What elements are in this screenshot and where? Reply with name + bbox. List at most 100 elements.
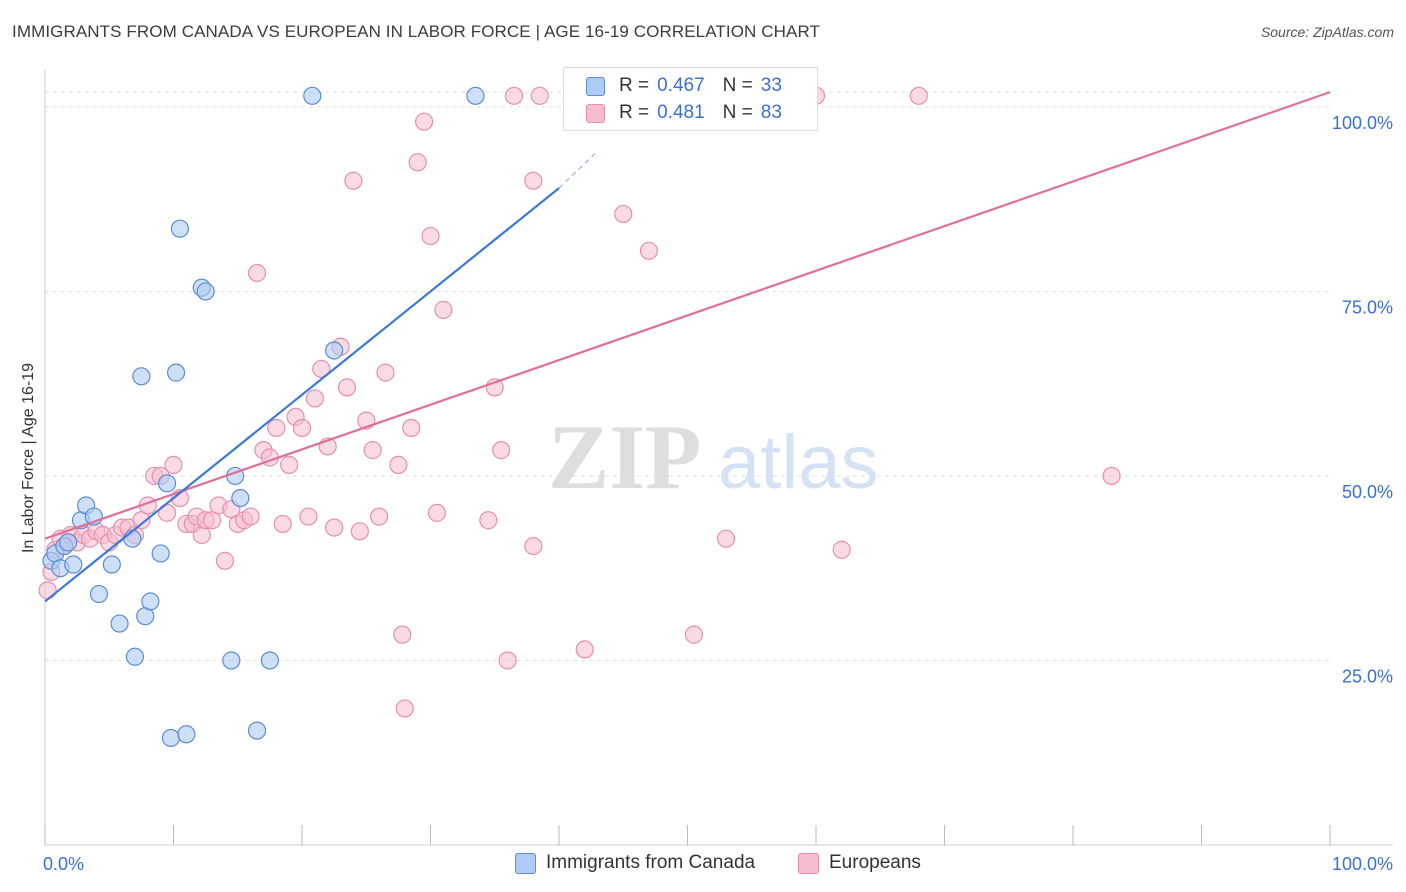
european-point [376,363,395,382]
watermark-atlas: atlas [718,420,879,505]
european-point [479,511,498,530]
x-tick-label: 0.0% [43,854,84,874]
european-point [504,86,524,105]
european-point [241,507,260,526]
y-tick-label: 75.0% [1342,297,1393,317]
european-point [312,359,331,379]
y-tick-label: 25.0% [1342,666,1393,686]
canada-point [123,529,142,548]
european-point [389,455,408,474]
legend-n-value: 83 [760,102,782,123]
canada-point [222,651,241,670]
european-point [684,625,704,644]
european-point [273,514,292,534]
canada-point [177,725,196,744]
european-point [575,640,594,659]
european-point [393,625,412,644]
europeans-swatch [586,103,605,123]
europeans-legend-swatch [798,852,819,874]
europeans-trend-line [44,91,1331,540]
european-point [498,651,517,670]
european-point [215,551,234,570]
legend-row-europeans: R = 0.481 N = 83 [586,100,782,126]
european-point [395,699,414,718]
legend-r-value: 0.467 [657,75,705,96]
canada-swatch [586,76,605,96]
axis-layer: 0.0% 100.0% [43,70,1393,874]
european-point [292,418,312,438]
european-point [350,522,369,541]
european-point [370,507,389,526]
canada-point [141,592,160,611]
european-point [530,86,549,105]
legend-r-label: R = [619,102,650,123]
y-tick-label: 100.0% [1332,113,1393,133]
canada-point [64,555,83,574]
canada-point [151,544,170,563]
european-point [524,171,543,190]
bottom-legend-canada: Immigrants from Canada [515,852,755,874]
legend-row-canada: R = 0.467 N = 33 [586,73,782,99]
europeans-legend-label: Europeans [829,852,921,873]
european-point [639,241,659,260]
canada-point [110,614,129,633]
canada-point [166,363,186,382]
canada-point [132,367,151,386]
y-axis-title: In Labor Force | Age 16-19 [20,363,37,553]
european-point [421,226,440,246]
canada-trend-extension [558,150,599,189]
canada-point [59,533,78,552]
european-point [344,171,363,190]
watermark: ZIP atlas [548,406,879,508]
canada-point [161,728,181,748]
legend-n-label: N = [722,75,753,96]
european-point [832,540,851,559]
watermark-zip: ZIP [548,406,701,508]
y-tick-label: 50.0% [1342,482,1393,502]
european-point [363,441,382,460]
legend-n-value: 33 [760,75,782,96]
legend-r-label: R = [619,75,650,96]
canada-point [89,584,109,604]
canada-point [466,86,485,105]
chart-source: Source: ZipAtlas.com [1260,24,1394,40]
legend-r-value: 0.481 [657,102,705,123]
european-point [434,300,453,319]
canada-point [260,651,279,670]
legend-n-label: N = [722,102,753,123]
canada-legend-label: Immigrants from Canada [546,852,756,873]
chart-title: IMMIGRANTS FROM CANADA VS EUROPEAN IN LA… [12,22,820,41]
canada-trend-line [44,187,560,603]
european-point [427,503,447,522]
canada-point [303,86,322,105]
canada-point [170,219,190,238]
european-point [492,441,511,460]
trend-layer [44,91,1331,603]
canada-point [196,282,215,301]
european-point [280,455,299,474]
canada-point [325,341,344,360]
european-point [164,455,183,474]
canada-legend-swatch [515,852,536,874]
european-point [305,389,324,408]
series-europeans [38,86,1121,718]
european-point [299,507,318,526]
european-point [408,153,427,172]
canada-point [157,474,177,493]
series-canada [42,86,485,748]
grid-layer: 25.0% 50.0% 75.0% 100.0% [45,91,1393,686]
european-point [247,263,267,283]
european-point [1102,466,1121,486]
stats-legend: R = 0.467 N = 33 R = 0.481 N = 83 [563,67,818,131]
european-point [909,86,928,105]
european-point [524,536,543,556]
canada-point [102,555,121,574]
european-point [337,378,357,397]
european-point [414,112,434,131]
european-point [402,418,421,438]
european-point [267,418,286,438]
canada-point [247,721,267,740]
european-point [716,529,736,548]
european-point [614,204,633,224]
